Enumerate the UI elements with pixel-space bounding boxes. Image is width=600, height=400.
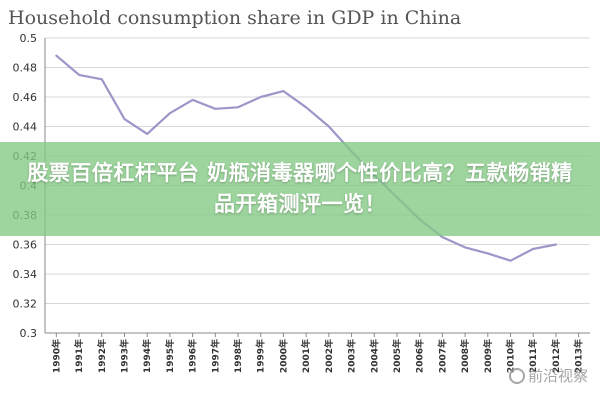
x-tick-label: 2004年 [368,339,380,373]
x-tick-label: 2003年 [346,339,358,373]
x-tick-label: 2005年 [391,339,403,373]
x-tick-label: 2012年 [550,339,562,373]
x-tick-label: 2010年 [505,339,517,373]
x-tick-label: 2006年 [414,339,426,373]
x-tick-label: 1998年 [232,339,244,373]
x-tick-label: 1991年 [73,339,85,373]
x-tick-label: 1994年 [141,339,153,373]
x-tick-label: 2007年 [436,339,448,373]
chart-title: Household consumption share in GDP in Ch… [8,7,461,29]
x-tick-label: 1997年 [209,339,221,373]
y-tick-label: 0.5 [20,32,38,45]
y-tick-label: 0.36 [13,239,38,252]
headline-banner: 股票百倍杠杆平台 奶瓶消毒器哪个性价比高？五款畅销精品开箱测评一览！ [0,142,600,236]
x-tick-label: 2009年 [482,339,494,373]
x-tick-label: 2002年 [323,339,335,373]
x-axis: 1990年 1991年 1992年 1993年 1994年 1995年 1996年 1997年… [45,332,590,373]
y-tick-label: 0.44 [13,121,38,134]
watermark-logo-icon [508,367,525,384]
x-tick-label: 2001年 [300,339,312,373]
x-tick-label: 1990年 [50,339,62,373]
x-tick-label: 2000年 [277,339,289,373]
x-tick-label: 2008年 [459,339,471,373]
x-tick-label: 1995年 [164,339,176,373]
x-tick-label: 1996年 [187,339,199,373]
x-tick-label: 2011年 [527,339,539,373]
watermark: 前沿视察 [508,365,588,386]
watermark-text: 前沿视察 [527,367,588,385]
y-tick-label: 0.46 [13,91,38,104]
x-tick-label: 2013年 [573,339,585,373]
x-tick-label: 1993年 [118,339,130,373]
headline-text: 股票百倍杠杆平台 奶瓶消毒器哪个性价比高？五款畅销精品开箱测评一览！ [27,161,573,216]
y-tick-label: 0.3 [20,327,38,340]
y-tick-label: 0.48 [13,62,38,75]
x-tick-label: 1999年 [255,339,267,373]
y-tick-label: 0.32 [13,298,38,311]
y-tick-label: 0.34 [13,268,38,281]
x-tick-label: 1992年 [96,339,108,373]
